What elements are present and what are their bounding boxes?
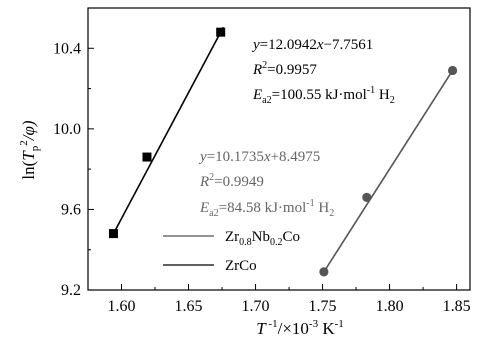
- x-tick-label: 1.85: [443, 298, 471, 315]
- legend: Zr0.8Nb0.2Co ZrCo: [163, 229, 300, 274]
- zrco-fit-equation: y=12.0942x−7.7561: [251, 37, 373, 53]
- y-tick-label: 9.2: [61, 282, 81, 299]
- data-point-zrco: [142, 152, 152, 162]
- y-axis-label: ln(Tp2/φ): [18, 120, 41, 179]
- x-tick-label: 1.70: [242, 298, 270, 315]
- y-tick-label: 10.4: [53, 40, 81, 57]
- plot-frame: [87, 7, 471, 291]
- zrco-activation-energy: Ea2=100.55 kJ·mol-1 H2: [252, 85, 395, 106]
- x-tick-label: 1.65: [175, 298, 203, 315]
- x-tick-label: 1.60: [108, 298, 136, 315]
- x-axis-ticks: 1.60 1.65 1.70 1.75 1.80 1.85: [87, 284, 471, 315]
- y-tick-label: 10.0: [53, 121, 81, 138]
- legend-label-zrco: ZrCo: [225, 258, 257, 274]
- zrco-fit-annotation: y=12.0942x−7.7561 R2=0.9957 Ea2=100.55 k…: [251, 37, 395, 106]
- zrco-r-squared: R2=0.9957: [252, 60, 317, 78]
- data-point-zrnbco: [447, 65, 458, 76]
- x-axis-label: T -1/×10-3 K-1: [256, 318, 344, 338]
- legend-label-zrnbco: Zr0.8Nb0.2Co: [225, 229, 300, 248]
- data-point-zrco: [108, 229, 118, 239]
- fit-line-zrnbco: [323, 67, 455, 273]
- x-tick-label: 1.80: [376, 298, 404, 315]
- zrnbco-r-squared: R2=0.9949: [199, 172, 264, 190]
- data-point-zrnbco: [362, 192, 372, 202]
- fit-lines: [112, 26, 455, 273]
- data-markers: [108, 27, 458, 277]
- x-tick-label: 1.75: [309, 298, 337, 315]
- data-point-zrco: [216, 27, 226, 37]
- zrnbco-fit-equation: y=10.1735x+8.4975: [198, 149, 320, 165]
- fit-line-zrco: [112, 26, 225, 234]
- y-tick-label: 9.6: [61, 201, 81, 218]
- zrnbco-fit-annotation: y=10.1735x+8.4975 R2=0.9949 Ea2=84.58 kJ…: [198, 149, 334, 219]
- zrnbco-activation-energy: Ea2=84.58 kJ·mol-1 H2: [199, 198, 334, 219]
- data-point-zrnbco: [319, 267, 329, 277]
- y-axis-ticks: 9.2 9.6 10.0 10.4: [53, 40, 94, 299]
